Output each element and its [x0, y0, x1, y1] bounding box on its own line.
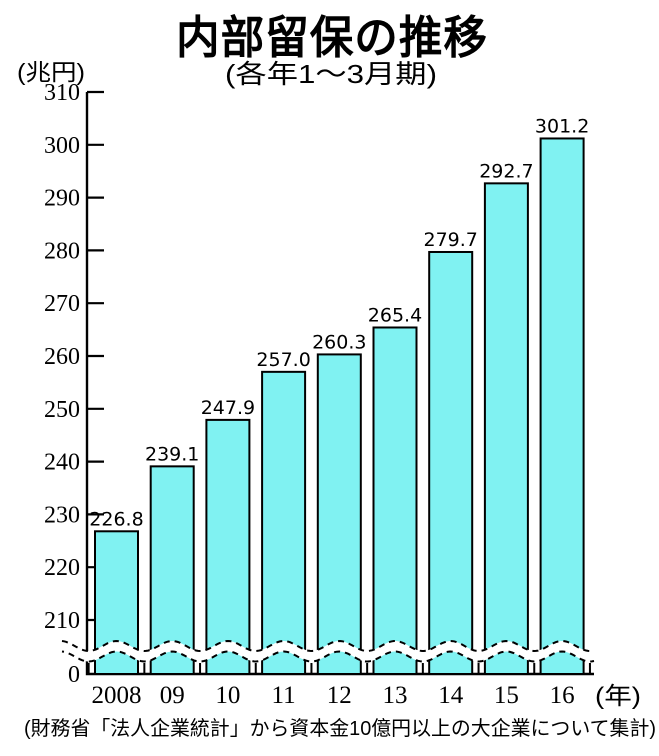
bar-value-label: 292.7 [479, 160, 533, 182]
y-axis-unit-label: (兆円) [17, 59, 85, 85]
bar [483, 182, 529, 675]
x-tick-label: 15 [494, 682, 519, 709]
bar-value-label: 239.1 [145, 443, 199, 465]
bar [372, 326, 418, 675]
y-tick-label: 300 [44, 133, 80, 159]
y-tick-label: 280 [44, 238, 80, 264]
plot-area: 0 210 220 230 240 250 260 270 280 290 300 310 226.8 2… [44, 80, 595, 709]
y-tick-label: 310 [44, 80, 80, 106]
y-tick-label: 0 [68, 662, 80, 688]
bar-value-label: 301.2 [535, 115, 589, 137]
bar [205, 418, 251, 675]
x-tick-label: 13 [383, 682, 408, 709]
x-tick-label: 12 [327, 682, 352, 709]
axis-break-wave-bottom [61, 650, 595, 663]
bar-value-label: 265.4 [368, 304, 422, 326]
x-axis-unit-label: (年) [595, 683, 641, 710]
axis-lines [85, 92, 594, 676]
bar-value-label: 257.0 [256, 349, 310, 371]
chart-subtitle: (各年1～3月期) [225, 59, 437, 89]
y-tick-label: 260 [44, 344, 80, 370]
bar-value-label: 226.8 [89, 508, 143, 530]
x-tick-label: 16 [550, 682, 575, 709]
x-tick-label: 09 [160, 682, 185, 709]
bar [539, 137, 585, 676]
source-note: (財務省「法人企業統計」から資本金10億円以上の大企業について集計) [24, 717, 656, 740]
bar-value-label: 279.7 [423, 229, 477, 251]
y-tick-label: 270 [44, 291, 80, 317]
bar [428, 250, 474, 675]
y-tick-label: 250 [44, 397, 80, 423]
bar [261, 370, 307, 675]
x-tick-label: 10 [215, 682, 240, 709]
axis-break-band [62, 641, 594, 662]
bar-value-label: 260.3 [312, 331, 366, 353]
bar [149, 465, 195, 675]
x-tick-label: 14 [438, 682, 464, 709]
y-tick-label: 240 [44, 450, 80, 476]
chart-title: 内部留保の推移 [176, 12, 488, 63]
y-tick-label: 210 [44, 608, 80, 634]
bar [316, 353, 362, 675]
y-tick-label: 230 [44, 502, 80, 528]
y-tick-label: 290 [44, 186, 80, 212]
bar-value-label: 247.9 [201, 397, 255, 419]
x-tick-label: 2008 [92, 682, 142, 709]
x-tick-label: 11 [272, 682, 296, 709]
y-tick-label: 220 [44, 555, 80, 581]
axis-break-wave-top [61, 639, 595, 653]
